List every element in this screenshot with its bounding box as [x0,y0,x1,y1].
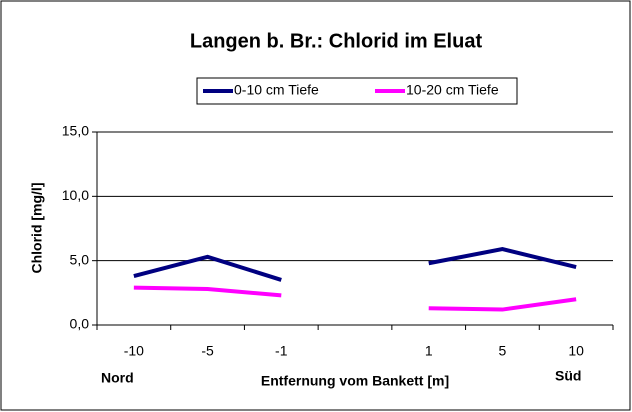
data-line [133,247,577,282]
y-axis-label: Chlorid [mg/l] [29,183,45,274]
x-tick-label: 1 [425,343,433,359]
y-tick-label: 0,0 [70,316,90,332]
x-tick-label: 5 [499,343,507,359]
data-line [133,285,577,312]
x-tick-label: -1 [275,343,288,359]
x-tick-label: -10 [124,343,144,359]
x-axis-label: Entfernung vom Bankett [m] [261,373,449,389]
legend-label: 10-20 cm Tiefe [406,82,499,98]
legend-label: 0-10 cm Tiefe [234,82,319,98]
x-tick-label: 10 [568,343,584,359]
y-tick-label: 10,0 [62,187,89,203]
chart-title: Langen b. Br.: Chlorid im Eluat [190,30,483,52]
legend-box [196,77,518,105]
y-tick-label: 5,0 [70,251,90,267]
y-tick-label: 15,0 [62,123,89,139]
x-tick-label: -5 [201,343,214,359]
annotation: Nord [101,370,134,386]
annotation: Süd [555,368,581,384]
